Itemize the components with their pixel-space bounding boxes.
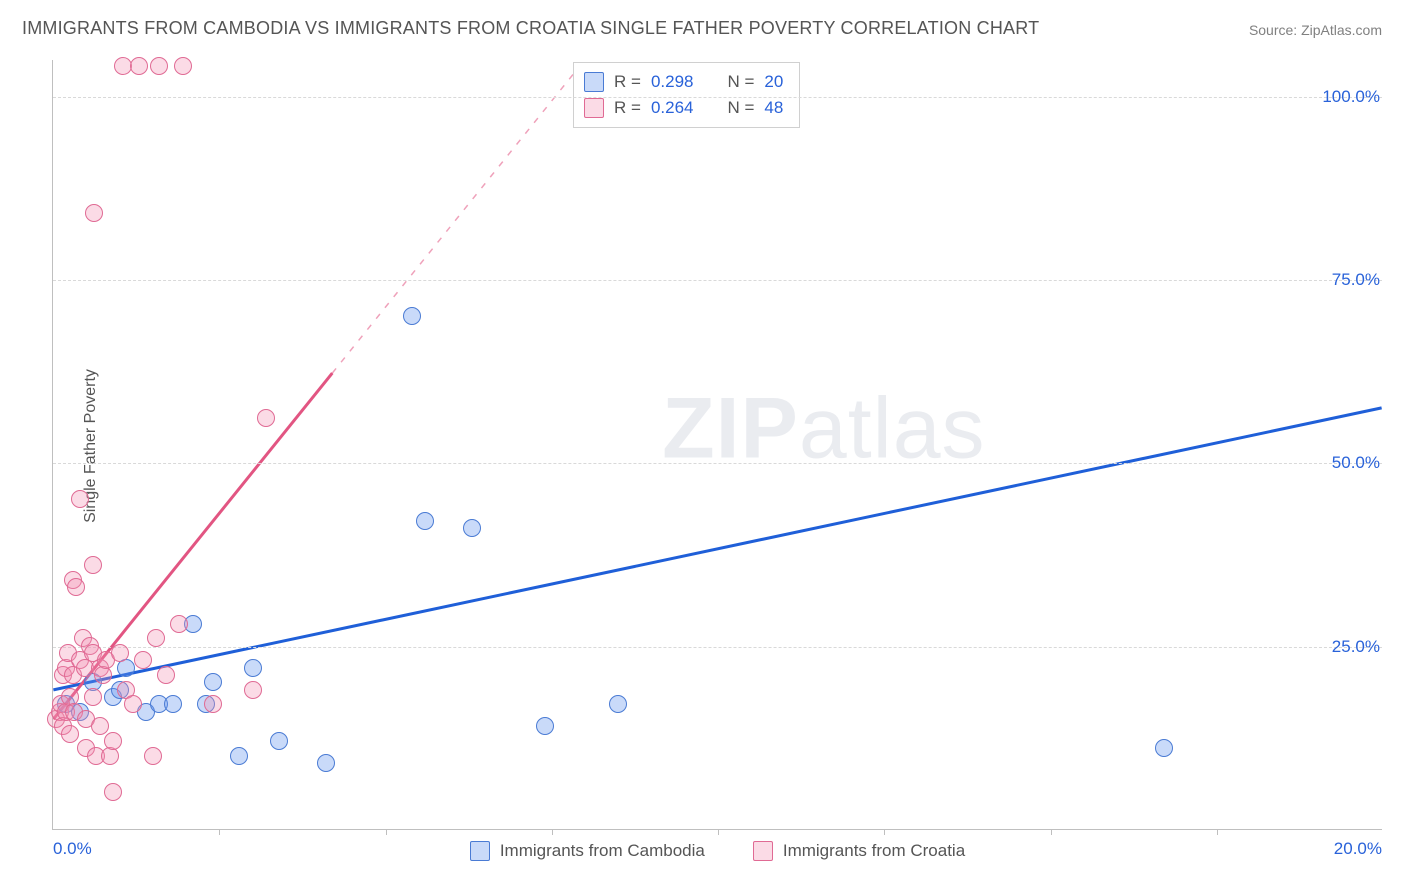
data-point <box>114 57 132 75</box>
data-point <box>124 695 142 713</box>
data-point <box>164 695 182 713</box>
y-tick-label: 100.0% <box>1322 87 1384 107</box>
correlation-legend: R = 0.298 N = 20 R = 0.264 N = 48 <box>573 62 800 128</box>
legend-label: Immigrants from Cambodia <box>500 841 705 861</box>
data-point <box>85 204 103 222</box>
r-value: 0.264 <box>651 95 694 121</box>
n-label: N = <box>727 95 754 121</box>
x-tick-max: 20.0% <box>1334 839 1382 859</box>
data-point <box>317 754 335 772</box>
legend-swatch <box>470 841 490 861</box>
r-value: 0.298 <box>651 69 694 95</box>
y-tick-label: 50.0% <box>1332 453 1384 473</box>
gridline <box>53 97 1382 98</box>
data-point <box>111 644 129 662</box>
legend-swatch <box>584 98 604 118</box>
data-point <box>104 783 122 801</box>
data-point <box>147 629 165 647</box>
data-point <box>244 681 262 699</box>
x-tick-mark <box>552 829 553 835</box>
data-point <box>130 57 148 75</box>
series-legend: Immigrants from Cambodia Immigrants from … <box>53 841 1382 861</box>
data-point <box>150 57 168 75</box>
x-tick-mark <box>386 829 387 835</box>
gridline <box>53 463 1382 464</box>
data-point <box>1155 739 1173 757</box>
chart-title: IMMIGRANTS FROM CAMBODIA VS IMMIGRANTS F… <box>22 18 1039 39</box>
data-point <box>536 717 554 735</box>
data-point <box>67 578 85 596</box>
legend-swatch <box>753 841 773 861</box>
scatter-plot: ZIPatlas R = 0.298N = 20R = 0.264N = 48 … <box>52 60 1382 830</box>
legend-label: Immigrants from Croatia <box>783 841 965 861</box>
r-label: R = <box>614 95 641 121</box>
data-point <box>157 666 175 684</box>
x-tick-mark <box>1051 829 1052 835</box>
n-label: N = <box>727 69 754 95</box>
legend-row: R = 0.264 N = 48 <box>584 95 783 121</box>
data-point <box>609 695 627 713</box>
data-point <box>257 409 275 427</box>
x-tick-mark <box>884 829 885 835</box>
n-value: 48 <box>764 95 783 121</box>
data-point <box>403 307 421 325</box>
data-point <box>71 490 89 508</box>
data-point <box>170 615 188 633</box>
data-point <box>91 717 109 735</box>
legend-row: R = 0.298 N = 20 <box>584 69 783 95</box>
data-point <box>134 651 152 669</box>
legend-item: Immigrants from Croatia <box>753 841 965 861</box>
data-point <box>144 747 162 765</box>
data-point <box>204 695 222 713</box>
y-tick-label: 75.0% <box>1332 270 1384 290</box>
y-tick-label: 25.0% <box>1332 637 1384 657</box>
legend-item: Immigrants from Cambodia <box>470 841 705 861</box>
data-point <box>463 519 481 537</box>
gridline <box>53 647 1382 648</box>
x-tick-mark <box>718 829 719 835</box>
x-tick-mark <box>219 829 220 835</box>
data-point <box>174 57 192 75</box>
data-point <box>84 688 102 706</box>
data-point <box>204 673 222 691</box>
legend-swatch <box>584 72 604 92</box>
r-label: R = <box>614 69 641 95</box>
n-value: 20 <box>764 69 783 95</box>
source-attribution: Source: ZipAtlas.com <box>1249 22 1382 38</box>
data-point <box>104 732 122 750</box>
data-point <box>61 725 79 743</box>
data-point <box>416 512 434 530</box>
data-point <box>244 659 262 677</box>
x-tick-mark <box>1217 829 1218 835</box>
data-point <box>230 747 248 765</box>
x-tick-min: 0.0% <box>53 839 92 859</box>
data-point <box>270 732 288 750</box>
gridline <box>53 280 1382 281</box>
data-point <box>84 556 102 574</box>
